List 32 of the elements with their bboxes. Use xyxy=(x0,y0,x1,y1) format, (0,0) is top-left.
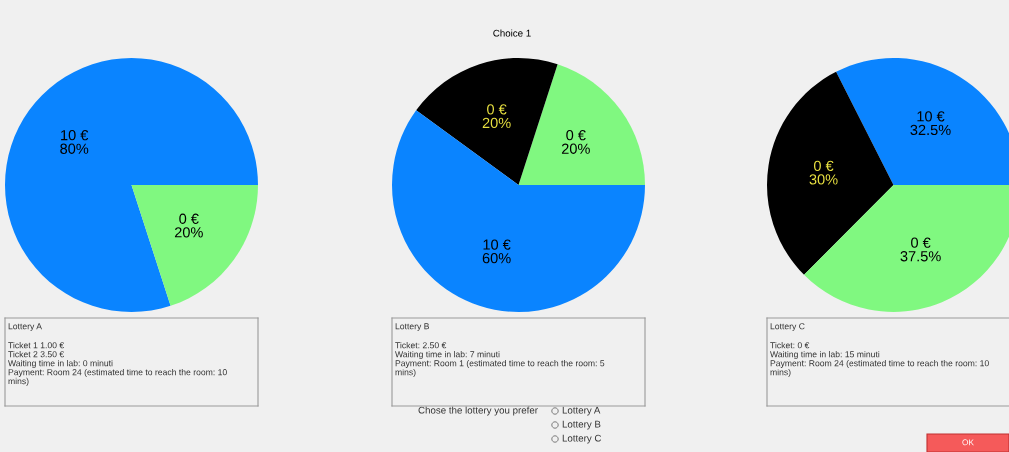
text: OK xyxy=(962,439,974,446)
data-label: 20% xyxy=(561,143,590,154)
slice-label: 0 € xyxy=(487,104,507,115)
data-label: 20% xyxy=(174,227,203,238)
text: Ticket: 2.50 € Waiting time in lab: 7 minuti Payment: Room 1 (estimated time to reach the room: 5 mins) xyxy=(395,342,605,377)
slice-label: 10 € xyxy=(483,239,511,250)
text: Ticket: 0 € Waiting time in lab: 15 minuti Payment: Room 24 (estimated time to reach the room: 10 mins) xyxy=(770,342,989,377)
data-label: 60% xyxy=(482,253,511,264)
text: Lottery C xyxy=(770,323,805,332)
slice-label: 10 € xyxy=(61,129,89,141)
text: Choice 1 xyxy=(493,29,531,37)
text: Lottery A xyxy=(562,406,601,416)
slice-label: 10 € xyxy=(917,111,945,122)
text: Lottery B xyxy=(395,323,430,332)
pie-slice xyxy=(416,58,558,185)
slice-label: 0 € xyxy=(813,160,834,171)
pie-slice xyxy=(5,58,258,312)
text: Lottery C xyxy=(562,434,602,444)
slice-label: 0 € xyxy=(179,213,199,224)
text: Chose the lottery you prefer xyxy=(418,406,538,416)
data-label: 32.5% xyxy=(910,124,951,136)
pie-slice xyxy=(518,64,645,185)
data-label: 80% xyxy=(60,143,89,154)
data-label: 20% xyxy=(482,117,511,129)
text: Lottery A xyxy=(8,323,42,332)
slice-label: 0 € xyxy=(911,237,931,248)
text: Lottery B xyxy=(562,420,601,430)
pie-slice xyxy=(131,185,258,306)
text: Ticket 1 1.00 € Ticket 2 3.50 € Waiting time in lab: 0 minuti Payment: Room 24 (estimated time to reach the room: 10 mins) xyxy=(8,342,227,386)
slice-label: 0 € xyxy=(566,129,586,141)
data-label: 37.5% xyxy=(900,251,941,262)
data-label: 30% xyxy=(809,174,838,185)
